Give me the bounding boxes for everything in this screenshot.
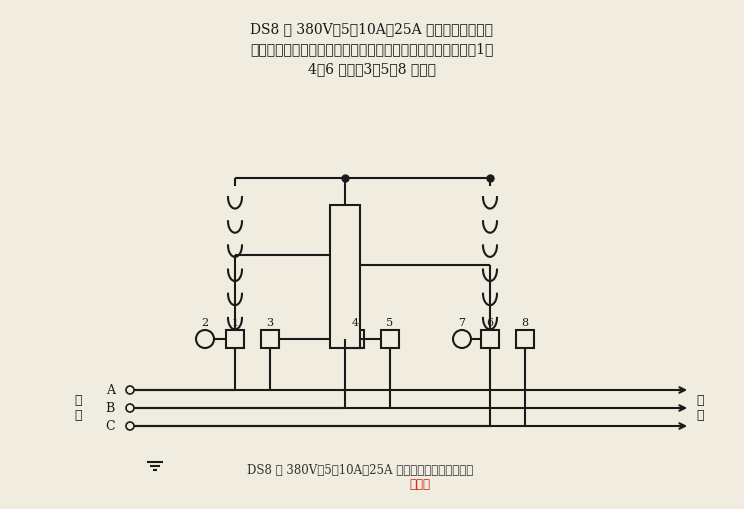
- Text: 用
户: 用 户: [696, 394, 704, 422]
- Text: DS8 型 380V、5～10A、25A 直接接入式三相三线电度: DS8 型 380V、5～10A、25A 直接接入式三相三线电度: [247, 464, 473, 476]
- Text: B: B: [106, 402, 115, 414]
- Text: 7: 7: [458, 318, 466, 328]
- Text: 4、6 进线，3、5、8 出线。: 4、6 进线，3、5、8 出线。: [308, 62, 436, 76]
- Bar: [346, 330, 364, 348]
- Bar: [261, 330, 279, 348]
- Text: 6: 6: [487, 318, 493, 328]
- Text: 电
网: 电 网: [74, 394, 82, 422]
- Text: DS8 型 380V、5～10A、25A 直接接入的三相三: DS8 型 380V、5～10A、25A 直接接入的三相三: [251, 22, 493, 36]
- Bar: [226, 330, 244, 348]
- Bar: [516, 330, 534, 348]
- Text: 4: 4: [351, 318, 359, 328]
- Text: 1: 1: [231, 318, 239, 328]
- Text: A: A: [106, 383, 115, 397]
- Text: 3: 3: [266, 318, 274, 328]
- Text: 8: 8: [522, 318, 528, 328]
- Bar: [330, 205, 360, 348]
- Text: 5: 5: [386, 318, 394, 328]
- Text: 2: 2: [202, 318, 208, 328]
- Text: C: C: [106, 419, 115, 433]
- Bar: [381, 330, 399, 348]
- Bar: [481, 330, 499, 348]
- Text: 线电度表接线方法。接线时应按三相交流电源的正相序接线。1、: 线电度表接线方法。接线时应按三相交流电源的正相序接线。1、: [250, 42, 494, 56]
- Text: 表接线: 表接线: [409, 478, 431, 492]
